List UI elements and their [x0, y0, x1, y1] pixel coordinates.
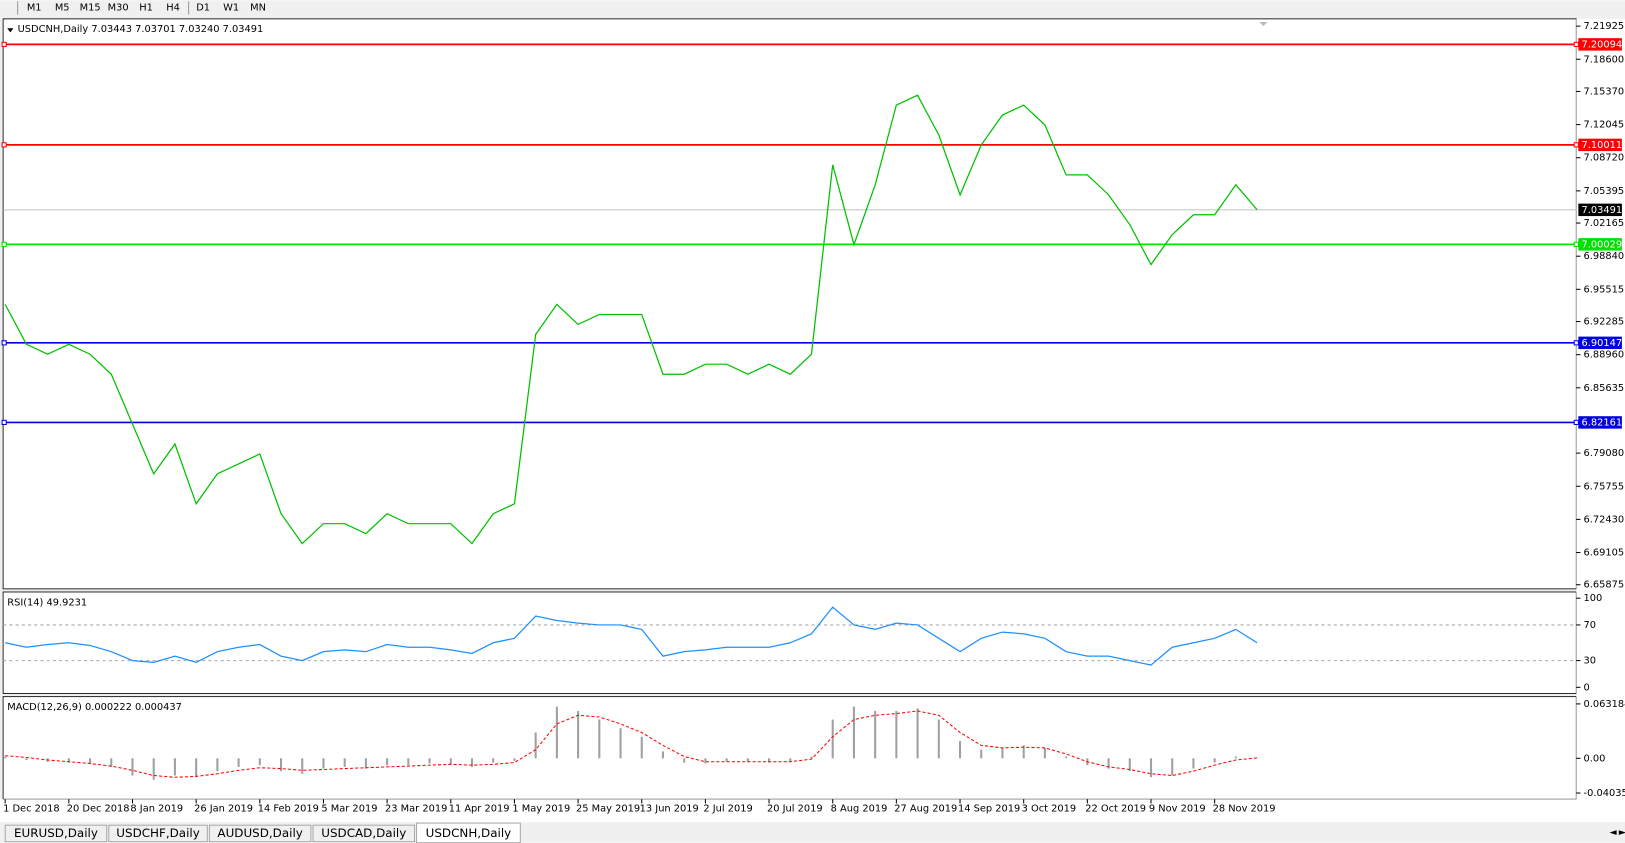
level-label: 6.82161: [1581, 417, 1622, 428]
level-label: 7.20094: [1581, 39, 1622, 50]
tab-label[interactable]: AUDUSD,Daily: [217, 826, 302, 840]
x-tick-label: 8 Aug 2019: [831, 804, 888, 815]
level-label-box: [1578, 336, 1622, 350]
timeframe-button[interactable]: M30: [108, 2, 129, 13]
level-label: 6.90147: [1581, 338, 1622, 349]
y-tick-label: 6.72430: [1584, 514, 1625, 525]
y-tick-label: 7.08720: [1584, 153, 1625, 164]
main-panel: [2, 18, 1577, 590]
level-handle: [1, 340, 7, 346]
level-label-box: [1578, 38, 1622, 51]
y-tick-label: 6.88960: [1584, 350, 1625, 361]
x-tick-label: 25 May 2019: [576, 804, 640, 815]
tab[interactable]: [312, 824, 415, 843]
scroll-arrow-right[interactable]: ►: [1619, 827, 1625, 838]
y-tick-label: 7.02165: [1584, 218, 1625, 229]
series-line: [5, 606, 1258, 666]
x-tick-label: 11 Apr 2019: [449, 804, 510, 815]
timeframe-button[interactable]: W1: [223, 2, 239, 13]
level-label-box: [1578, 138, 1622, 152]
scroll-arrow-left[interactable]: ◄: [1609, 827, 1617, 838]
x-tick-label: 3 Oct 2019: [1022, 804, 1077, 815]
x-tick-label: 9 Nov 2019: [1149, 804, 1206, 815]
series-line: [4, 94, 1258, 545]
tab-label[interactable]: USDCHF,Daily: [116, 826, 199, 840]
x-tick-label: 27 Aug 2019: [894, 804, 957, 815]
y-tick-label: 7.21925: [1584, 21, 1625, 32]
level-handle: [1573, 241, 1579, 247]
level-handle: [1, 241, 7, 247]
x-tick-label: 22 Oct 2019: [1085, 804, 1146, 815]
y-tick-label: 0.00: [1584, 753, 1606, 764]
x-tick-label: 1 Dec 2018: [3, 804, 60, 815]
level-label-box: [1578, 416, 1622, 429]
y-tick-label: 100: [1584, 593, 1603, 604]
x-tick-label: 28 Nov 2019: [1213, 804, 1276, 815]
y-tick-label: 30: [1584, 656, 1597, 667]
x-tick-label: 14 Sep 2019: [958, 804, 1020, 815]
y-tick-label: 6.92285: [1584, 317, 1625, 328]
x-tick-label: 23 Mar 2019: [385, 804, 447, 815]
tab[interactable]: [108, 824, 208, 843]
y-tick-label: 70: [1584, 620, 1597, 631]
current-price-label: 7.03491: [1581, 205, 1622, 216]
y-tick-label: 7.12045: [1584, 120, 1625, 131]
timeframe-button[interactable]: H1: [139, 2, 153, 13]
tab[interactable]: [208, 824, 312, 843]
y-tick-label: 7.18600: [1584, 54, 1625, 65]
macd-panel: [2, 696, 1577, 800]
y-tick-label: -0.040355: [1584, 788, 1625, 799]
level-handle: [1573, 340, 1579, 346]
y-tick-label: 6.65875: [1584, 580, 1625, 591]
level-handle: [1, 41, 7, 47]
y-tick-label: 6.69105: [1584, 548, 1625, 559]
level-handle: [1, 142, 7, 148]
y-tick-label: 7.15370: [1584, 86, 1625, 97]
x-tick-label: 2 Jul 2019: [703, 804, 752, 815]
level-label-box: [1578, 238, 1622, 251]
y-tick-label: 6.85635: [1584, 383, 1625, 394]
y-tick-label: 6.95515: [1584, 284, 1625, 295]
y-tick-label: 6.75755: [1584, 481, 1625, 492]
panel-title: MACD(12,26,9) 0.000222 0.000437: [7, 702, 182, 713]
level-handle: [1573, 419, 1579, 426]
signal-line: [5, 710, 1258, 778]
x-tick-label: 1 May 2019: [512, 804, 570, 815]
x-tick-label: 5 Mar 2019: [321, 804, 377, 815]
x-tick-label: 13 Jun 2019: [640, 804, 699, 815]
x-tick-label: 26 Jan 2019: [194, 804, 253, 815]
tab-label[interactable]: USDCAD,Daily: [321, 826, 406, 840]
level-handle: [1573, 142, 1579, 148]
current-price-box: [1578, 203, 1622, 217]
tab[interactable]: [4, 824, 108, 843]
timeframe-button[interactable]: D1: [196, 2, 210, 13]
shift-marker: [1259, 21, 1268, 27]
panel-title: USDCNH,Daily 7.03443 7.03701 7.03240 7.0…: [18, 24, 264, 35]
level-label: 7.10011: [1581, 140, 1622, 151]
tab-label[interactable]: EURUSD,Daily: [14, 826, 98, 840]
level-handle: [1573, 41, 1579, 47]
timeframe-button[interactable]: MN: [250, 2, 266, 13]
y-tick-label: 7.05395: [1584, 186, 1625, 197]
level-label: 7.00029: [1581, 239, 1622, 250]
y-tick-label: 0: [1584, 682, 1590, 693]
y-tick-label: 6.98840: [1584, 251, 1625, 262]
timeframe-button[interactable]: H4: [166, 2, 180, 13]
timeframe-button[interactable]: M5: [55, 2, 70, 13]
y-tick-label: 0.063184: [1584, 699, 1625, 710]
x-tick-label: 20 Dec 2018: [67, 804, 130, 815]
y-tick-label: 6.79080: [1584, 448, 1625, 459]
x-tick-label: 8 Jan 2019: [130, 804, 183, 815]
timeframe-button[interactable]: M1: [27, 2, 42, 13]
panel-title: RSI(14) 49.9231: [7, 597, 87, 608]
timeframe-button[interactable]: M15: [80, 2, 101, 13]
menu-arrow: [7, 28, 14, 33]
level-handle: [1, 419, 7, 426]
x-tick-label: 14 Feb 2019: [258, 804, 319, 815]
time-axis: [0, 799, 1625, 823]
x-tick-label: 20 Jul 2019: [767, 804, 823, 815]
tab-label[interactable]: USDCNH,Daily: [426, 826, 512, 840]
